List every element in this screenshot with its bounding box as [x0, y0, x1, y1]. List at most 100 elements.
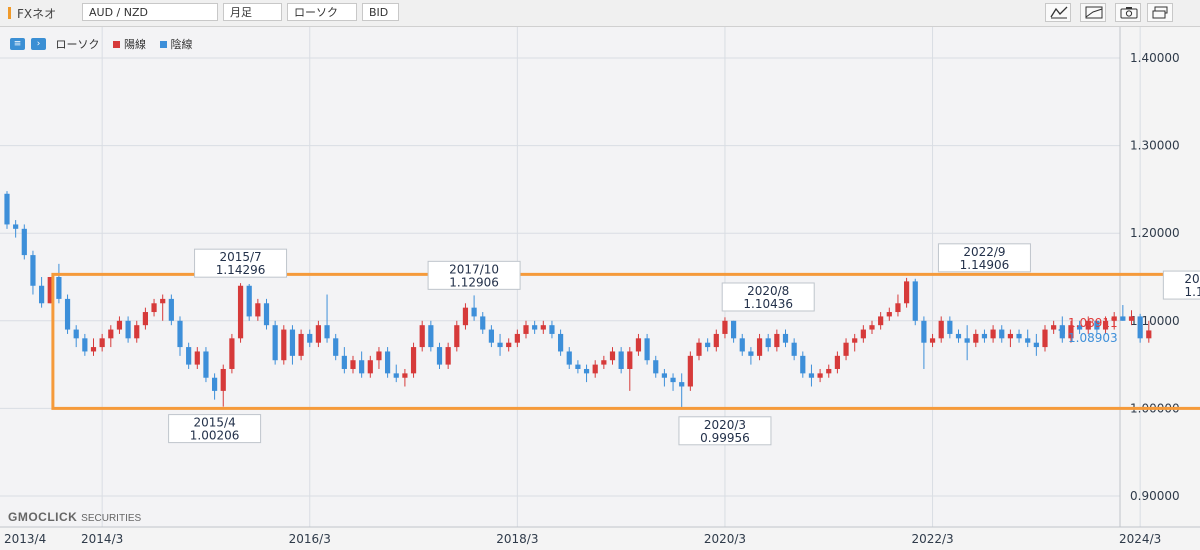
- candle-body: [748, 351, 754, 356]
- candle-body: [558, 333, 564, 352]
- candle-body: [428, 325, 434, 348]
- currency-pair-select[interactable]: AUD / NZD: [82, 3, 218, 21]
- candle-body: [705, 342, 711, 348]
- candle-body: [480, 316, 486, 330]
- candle-body: [653, 360, 659, 374]
- candle-body: [39, 285, 45, 304]
- candle-body: [324, 325, 330, 339]
- camera-icon: [1120, 7, 1138, 19]
- candle-body: [272, 325, 278, 361]
- candle-body: [627, 351, 633, 369]
- camera-button[interactable]: [1115, 3, 1141, 22]
- annotation-value: 1.12906: [449, 275, 499, 289]
- line-tool-icon: [1050, 6, 1068, 19]
- candle-body: [289, 329, 296, 356]
- candle-body: [973, 333, 979, 343]
- candle-body: [817, 373, 823, 378]
- candle-body: [151, 303, 157, 313]
- candle-body: [1111, 316, 1117, 321]
- candle-body: [212, 377, 218, 391]
- candle-body: [869, 325, 875, 330]
- candle-body: [852, 338, 858, 343]
- x-tick-label: 2013/4: [4, 532, 46, 546]
- line-tool-button[interactable]: [1045, 3, 1071, 22]
- x-tick-label: 2016/3: [289, 532, 331, 546]
- annotation-value: 1.10436: [743, 297, 793, 311]
- area-tool-button[interactable]: [1080, 3, 1106, 22]
- annotation-box: [721, 282, 815, 312]
- candle-body: [116, 320, 123, 330]
- candle-body: [445, 347, 451, 365]
- legend-chart-type: ローソク: [55, 38, 100, 51]
- annotation-date: 2017/10: [449, 262, 499, 276]
- x-tick-label: 2018/3: [496, 532, 538, 546]
- candle-body: [160, 298, 166, 304]
- candle-body: [315, 325, 321, 343]
- candle-body: [471, 307, 477, 317]
- candle-body: [981, 333, 988, 339]
- y-tick-label: 1.40000: [1130, 51, 1180, 65]
- candle-body: [731, 320, 737, 339]
- candle-body: [566, 351, 572, 365]
- candle-body: [834, 355, 840, 369]
- legend-down-swatch: [159, 41, 167, 48]
- candle-body: [281, 329, 287, 361]
- candle-body: [506, 342, 512, 348]
- annotation-box: [678, 416, 772, 446]
- candle-body: [955, 333, 962, 339]
- period-select[interactable]: 月足: [223, 3, 282, 21]
- candle-body: [410, 347, 417, 374]
- x-tick-label: 2022/3: [911, 532, 953, 546]
- chart-kind-select[interactable]: ローソク: [287, 3, 357, 21]
- watermark-logo: GMOCLICK SECURITIES: [8, 510, 141, 524]
- candle-body: [220, 368, 226, 391]
- candle-body: [808, 373, 815, 378]
- candle-body: [203, 351, 209, 378]
- candle-body: [255, 303, 261, 317]
- candle-body: [886, 312, 892, 317]
- chevron-right-icon[interactable]: ›: [31, 38, 46, 50]
- annotation-value: 1.11796: [1185, 285, 1200, 299]
- candle-body: [912, 281, 918, 321]
- candle-body: [333, 338, 339, 356]
- candle-body: [237, 285, 244, 339]
- candle-body: [13, 224, 19, 229]
- annotation-value: 1.14296: [216, 263, 266, 277]
- candle-body: [1094, 320, 1100, 330]
- annotation-box: [1162, 270, 1200, 300]
- candle-body: [56, 277, 62, 299]
- x-tick-label: 2014/3: [81, 532, 123, 546]
- candle-body: [194, 351, 200, 365]
- candle-body: [1042, 329, 1048, 348]
- candle-body: [108, 329, 114, 339]
- x-tick-label: 2024/3: [1119, 532, 1161, 546]
- candle-body: [454, 325, 460, 348]
- candle-body: [782, 333, 789, 343]
- candle-body: [947, 320, 953, 334]
- last-ask-price: 1.08911: [1068, 316, 1118, 330]
- window-button[interactable]: [1147, 3, 1173, 22]
- x-tick-label: 2020/3: [704, 532, 746, 546]
- list-icon[interactable]: ≡: [10, 38, 25, 50]
- candle-body: [186, 347, 192, 365]
- candle-body: [523, 325, 529, 334]
- price-type-select[interactable]: BID: [362, 3, 399, 21]
- candle-body: [177, 320, 183, 348]
- toolbar: FXネオ AUD / NZD 月足 ローソク BID: [0, 0, 1200, 27]
- last-price-marker: [1058, 326, 1065, 334]
- chart-legend: ≡ › ローソク 陽線 陰線: [10, 36, 203, 52]
- brand-marker: [8, 7, 11, 19]
- candle-body: [904, 281, 910, 304]
- candle-body: [359, 360, 365, 374]
- last-bid-price: 1.08903: [1068, 331, 1118, 345]
- candle-body: [679, 382, 685, 387]
- candle-body: [929, 338, 936, 343]
- candle-body: [635, 338, 642, 352]
- area-tool-icon: [1085, 6, 1103, 19]
- y-tick-label: 0.90000: [1130, 489, 1180, 503]
- watermark-suffix: SECURITIES: [81, 513, 142, 524]
- candle-body: [826, 368, 832, 374]
- candle-body: [350, 360, 356, 369]
- annotation-box: [168, 414, 262, 444]
- annotation-value: 1.14906: [960, 258, 1010, 272]
